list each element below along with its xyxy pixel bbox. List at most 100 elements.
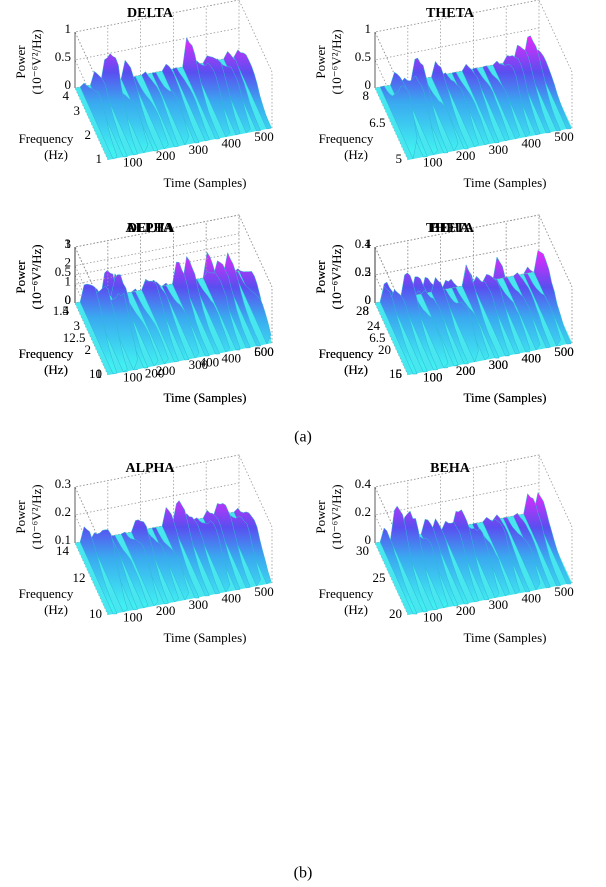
x-tick-label: 200 (456, 363, 476, 378)
plot-title: ALPHA (126, 461, 176, 476)
x-tick-label: 300 (189, 357, 209, 372)
z-axis-unit: (10⁻⁶V²/Hz) (29, 484, 44, 549)
y-axis-unit: (Hz) (44, 602, 68, 617)
x-tick-label: 400 (521, 350, 541, 365)
grid-line (238, 214, 273, 288)
y-tick-label: 2 (85, 342, 92, 357)
plot-title: DELTA (127, 221, 174, 236)
surface-ridge (141, 71, 179, 148)
z-tick-label: 0.2 (55, 504, 71, 519)
x-tick-label: 200 (456, 363, 476, 378)
y-axis-unit: (Hz) (44, 362, 68, 377)
x-axis-label: Time (Samples) (164, 390, 247, 405)
surface-ridge (431, 276, 469, 365)
x-tick-label: 100 (423, 155, 443, 170)
surface-ridge (192, 517, 231, 593)
surface-ridge (131, 519, 169, 605)
plot-title: BEHA (430, 221, 471, 236)
z-tick-label: 0 (65, 292, 72, 307)
surface-ridge (131, 76, 169, 150)
x-tick-label: 200 (456, 603, 476, 618)
x-axis-label: Time (Samples) (464, 175, 547, 190)
x-tick-label: 200 (156, 148, 176, 163)
z-tick-label: 0 (365, 292, 372, 307)
surface-ridge (533, 491, 572, 585)
plot-title: THETA (426, 221, 475, 236)
surface-ridge (131, 291, 169, 365)
surface-ridge (192, 279, 231, 353)
plot: THETA 0 0.5 1 5 6.5 8 100 200 300 400 500 Power (10⁻⁶… (313, 214, 574, 405)
z-tick-label: 0.2 (355, 264, 371, 279)
y-tick-label: 8 (363, 303, 370, 318)
plot-title: ALPHA (126, 221, 176, 236)
y-tick-label: 5 (396, 366, 403, 381)
surface-ridge (441, 72, 479, 148)
surface-ridge (451, 509, 490, 601)
x-tick-label: 300 (489, 357, 509, 372)
plot: BEHA 0 0.2 0.4 20 25 30 100 200 300 400 500 Power (10… (313, 454, 574, 645)
x-tick-label: 400 (221, 590, 241, 605)
surface-ridge (90, 70, 128, 158)
surface-ridge (502, 276, 541, 351)
y-axis-label: Frequency (319, 131, 374, 146)
surface-ridge (441, 520, 479, 603)
x-tick-label: 200 (456, 148, 476, 163)
x-axis-label: Time (Samples) (164, 175, 247, 190)
surface-ridge (192, 60, 231, 138)
surface-ridge (400, 272, 438, 371)
y-tick-label: 25 (373, 570, 386, 585)
surface-ridge (533, 49, 572, 130)
x-tick-label: 500 (554, 584, 574, 599)
x-tick-label: 400 (221, 350, 241, 365)
grid-line (538, 454, 573, 528)
z-tick-label: 0.1 (55, 532, 71, 547)
x-tick-label: 500 (254, 129, 274, 144)
x-axis-label: Time (Samples) (164, 630, 247, 645)
z-tick-label: 1 (65, 21, 72, 36)
y-tick-label: 30 (356, 543, 369, 558)
x-tick-label: 100 (123, 610, 143, 625)
surface-ridge (213, 503, 251, 589)
surface-ridge (151, 72, 190, 146)
z-tick-label: 0 (365, 292, 372, 307)
z-axis-label: Power (313, 260, 328, 294)
surface-ridge (472, 67, 510, 142)
y-tick-label: 4 (63, 88, 70, 103)
y-tick-label: 2 (85, 127, 92, 142)
surface-ridge (100, 53, 138, 156)
x-axis-label: Time (Samples) (464, 390, 547, 405)
surface-ridge (533, 249, 572, 345)
surface-ridge (182, 255, 220, 355)
y-tick-label: 6.5 (369, 115, 385, 130)
x-tick-label: 200 (145, 365, 165, 380)
y-tick-label: 1 (96, 366, 103, 381)
x-tick-label: 200 (156, 363, 176, 378)
surface-ridge (431, 518, 469, 605)
surface-ridge (390, 289, 428, 373)
surface-ridge (90, 529, 128, 613)
x-tick-label: 400 (521, 135, 541, 150)
surface-ridge (161, 285, 200, 359)
y-axis-unit: (Hz) (344, 362, 368, 377)
surface-ridge (461, 63, 500, 144)
y-tick-label: 12 (73, 570, 86, 585)
z-tick-label: 0 (365, 532, 372, 547)
surface-ridge (213, 260, 251, 349)
surface-ridge (482, 516, 520, 595)
surface-ridge (172, 261, 210, 357)
x-tick-label: 400 (200, 355, 220, 370)
surface-ridge (513, 272, 551, 349)
z-axis-label: Power (313, 45, 328, 79)
z-tick-label: 1 (365, 236, 372, 251)
z-axis-label: Power (13, 500, 28, 534)
y-tick-label: 4 (63, 303, 70, 318)
surface-ridge (420, 289, 459, 367)
surface-ridge (523, 493, 561, 587)
x-tick-label: 300 (489, 597, 509, 612)
y-tick-label: 16 (389, 366, 403, 381)
surface-ridge (379, 85, 418, 160)
y-axis-label: Frequency (19, 131, 74, 146)
